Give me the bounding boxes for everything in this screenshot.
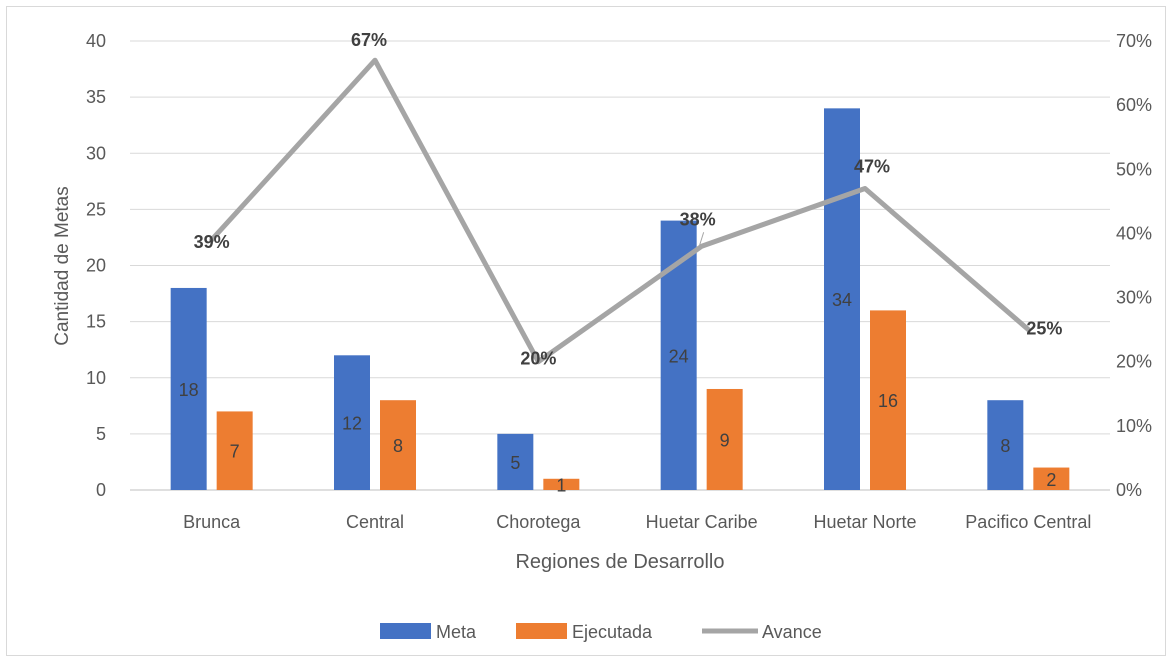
x-tick-label: Central [346,512,404,532]
y-tick-label: 20 [86,256,106,276]
bars: 18 12 5 24 34 8 7 8 1 9 16 2 [170,108,1070,495]
y2-tick-label: 40% [1116,223,1152,243]
y2-tick-label: 10% [1116,416,1152,436]
legend-swatch-ejecutada [516,623,567,639]
line-value-label: 20% [520,349,556,369]
bar-ejecutada [706,388,743,490]
y2-tick-label: 70% [1116,31,1152,51]
bar-meta [497,433,534,490]
bar-meta [334,355,370,490]
bar-value-label: 7 [230,442,240,462]
bar-value-label: 1 [556,475,566,495]
y2-axis-ticks: 0% 10% 20% 30% 40% 50% 60% 70% [1116,31,1152,500]
bar-meta [824,108,860,490]
line-value-label: 38% [680,209,716,229]
y2-tick-label: 30% [1116,288,1152,308]
avance-line: 39% 67% 20% 38% 47% 25% [194,30,1063,368]
bar-value-label: 8 [1000,436,1010,456]
y-tick-label: 30 [86,143,106,163]
bar-meta [170,287,207,490]
bar-value-label: 18 [179,380,199,400]
x-tick-label: Pacifico Central [965,512,1091,532]
bar-value-label: 24 [669,346,689,366]
legend-label: Meta [436,622,477,642]
legend-swatch-meta [380,623,431,639]
x-tick-label: Chorotega [496,512,581,532]
bar-ejecutada [1033,467,1070,490]
line-value-label: 25% [1026,319,1062,339]
y2-tick-label: 50% [1116,159,1152,179]
line-value-label: 67% [351,30,387,50]
y-tick-label: 35 [86,87,106,107]
bar-value-label: 16 [878,391,898,411]
x-tick-label: Huetar Caribe [646,512,758,532]
bar-value-label: 9 [720,430,730,450]
y-tick-label: 0 [96,480,106,500]
bar-value-label: 5 [510,453,520,473]
bar-meta [987,400,1024,490]
x-axis-ticks: Brunca Central Chorotega Huetar Caribe Hueta… [183,512,1091,532]
y-axis-label: Cantidad de Metas [52,186,73,346]
y-tick-label: 25 [86,199,106,219]
legend-label: Avance [762,622,822,642]
y-tick-label: 5 [96,424,106,444]
bar-ejecutada [870,310,906,490]
y-tick-label: 10 [86,368,106,388]
avance-line-path [209,57,1031,365]
y2-tick-label: 20% [1116,352,1152,372]
x-tick-label: Brunca [183,512,241,532]
bar-value-label: 12 [342,414,362,434]
bar-value-label: 8 [393,436,403,456]
bar-ejecutada [543,478,580,490]
gridlines [130,40,1110,491]
x-axis-label: Regiones de Desarrollo [515,551,724,573]
bar-value-label: 34 [832,290,852,310]
x-tick-label: Huetar Norte [813,512,916,532]
line-value-label: 47% [854,157,890,177]
legend-label: Ejecutada [572,622,653,642]
y-axis-ticks: 0 5 10 15 20 25 30 35 40 [86,31,106,500]
y-tick-label: 15 [86,312,106,332]
bar-ejecutada [216,411,253,490]
line-value-label: 39% [194,232,230,252]
bar-ejecutada [380,400,416,490]
y2-tick-label: 60% [1116,95,1152,115]
y-tick-label: 40 [86,31,106,51]
leader-line [698,232,705,249]
bar-value-label: 2 [1046,470,1056,490]
y2-tick-label: 0% [1116,480,1142,500]
legend: Meta Ejecutada Avance [380,622,822,642]
